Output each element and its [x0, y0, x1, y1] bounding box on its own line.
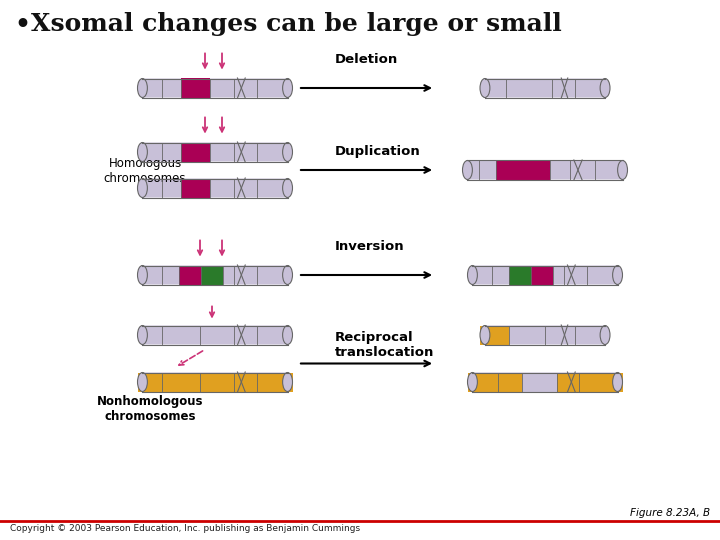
FancyBboxPatch shape	[142, 78, 288, 98]
Ellipse shape	[283, 179, 292, 198]
Bar	[201, 266, 222, 285]
Text: •Xsomal changes can be large or small: •Xsomal changes can be large or small	[15, 12, 562, 36]
Ellipse shape	[283, 78, 292, 98]
Text: Reciprocal
translocation: Reciprocal translocation	[335, 330, 434, 359]
Text: Nonhomologous
chromosomes: Nonhomologous chromosomes	[96, 395, 203, 423]
Ellipse shape	[467, 373, 477, 392]
Bar	[522, 373, 557, 392]
Bar	[467, 373, 623, 392]
Bar	[181, 179, 210, 198]
FancyBboxPatch shape	[142, 326, 288, 345]
FancyBboxPatch shape	[142, 373, 288, 392]
Ellipse shape	[283, 143, 292, 161]
Bar	[509, 266, 531, 285]
Ellipse shape	[467, 266, 477, 285]
FancyBboxPatch shape	[485, 78, 606, 98]
Ellipse shape	[600, 78, 610, 98]
Ellipse shape	[283, 266, 292, 285]
Ellipse shape	[613, 266, 623, 285]
Bar	[531, 266, 553, 285]
FancyBboxPatch shape	[142, 179, 288, 198]
Bar	[179, 266, 201, 285]
Text: Homologous
chromosomes: Homologous chromosomes	[104, 157, 186, 185]
Bar	[181, 78, 210, 98]
FancyBboxPatch shape	[472, 266, 618, 285]
Ellipse shape	[138, 266, 148, 285]
FancyBboxPatch shape	[142, 266, 288, 285]
Ellipse shape	[283, 373, 292, 392]
Ellipse shape	[283, 326, 292, 345]
Ellipse shape	[138, 179, 148, 198]
Ellipse shape	[138, 373, 148, 392]
Ellipse shape	[618, 160, 628, 179]
Ellipse shape	[462, 160, 472, 179]
Ellipse shape	[613, 373, 623, 392]
Ellipse shape	[138, 143, 148, 161]
Bar	[480, 326, 508, 345]
Text: Copyright © 2003 Pearson Education, Inc. publishing as Benjamin Cummings: Copyright © 2003 Pearson Education, Inc.…	[10, 524, 360, 533]
Text: Figure 8.23A, B: Figure 8.23A, B	[630, 508, 710, 518]
Text: Deletion: Deletion	[335, 53, 398, 66]
Ellipse shape	[480, 326, 490, 345]
Ellipse shape	[138, 326, 148, 345]
Ellipse shape	[138, 78, 148, 98]
FancyBboxPatch shape	[472, 373, 618, 392]
Ellipse shape	[480, 78, 490, 98]
Text: Duplication: Duplication	[335, 145, 420, 158]
FancyBboxPatch shape	[467, 160, 623, 179]
Ellipse shape	[600, 326, 610, 345]
Bar	[495, 160, 550, 179]
Text: Inversion: Inversion	[335, 240, 405, 253]
FancyBboxPatch shape	[485, 326, 606, 345]
FancyBboxPatch shape	[142, 143, 288, 161]
Bar	[138, 373, 292, 392]
Bar	[181, 143, 210, 161]
